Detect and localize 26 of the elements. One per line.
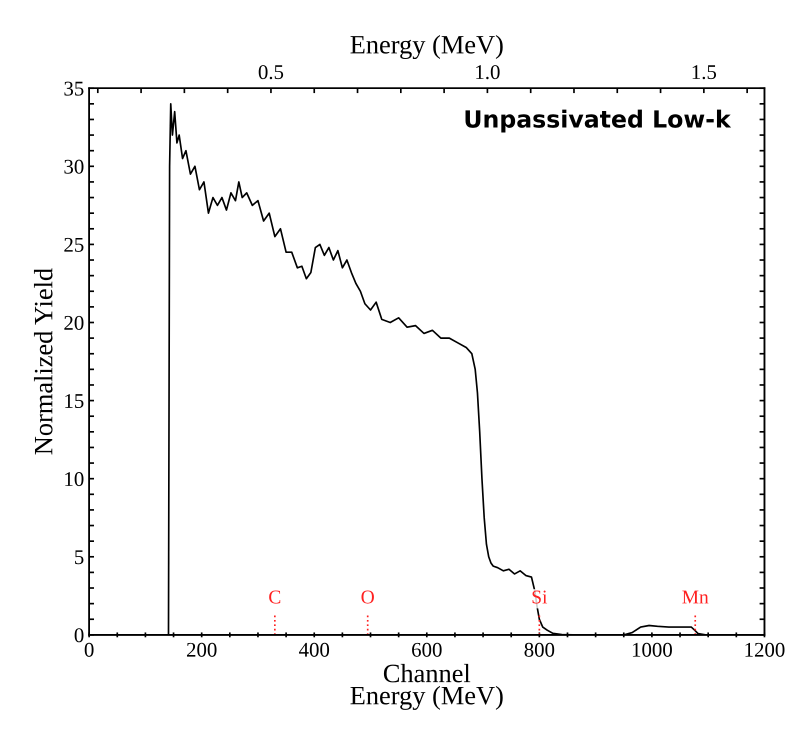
y-axis-title: Normalized Yield [34, 268, 53, 454]
ref-line-label: C [269, 590, 280, 604]
ref-line-label: O [361, 590, 374, 604]
x2-tick-label: 1.0 [476, 65, 500, 80]
ref-line-label: Si [532, 590, 548, 604]
x2-tick-label: 1.5 [692, 65, 716, 80]
x-tick-label: 1000 [632, 642, 672, 657]
text: Unpassivated Low-k [466, 110, 732, 132]
y-tick-label: 5 [75, 550, 84, 564]
x-axis-title: Channel Energy (MeV) [350, 664, 503, 710]
x-tick-label: 0 [84, 642, 94, 657]
y-tick-label: 30 [64, 160, 84, 174]
x-tick-label: 200 [186, 642, 217, 657]
y-tick-label: 35 [64, 82, 84, 96]
y-tick-label: 15 [65, 394, 84, 408]
y-tick-label: 10 [65, 472, 84, 486]
x-tick-label: 1200 [745, 642, 784, 657]
y-tick-label: 0 [74, 628, 84, 642]
x-tick-label: 400 [299, 642, 330, 657]
y-tick-label: 20 [64, 316, 84, 330]
x-tick-label: 600 [412, 642, 442, 657]
x2-axis-title: Energy (MeV) [350, 35, 503, 60]
ref-line-label: Mn [682, 590, 708, 604]
x2-tick-label: 0.5 [258, 65, 284, 80]
x-tick-label: 800 [524, 642, 554, 657]
y-tick-label: 25 [64, 238, 84, 252]
